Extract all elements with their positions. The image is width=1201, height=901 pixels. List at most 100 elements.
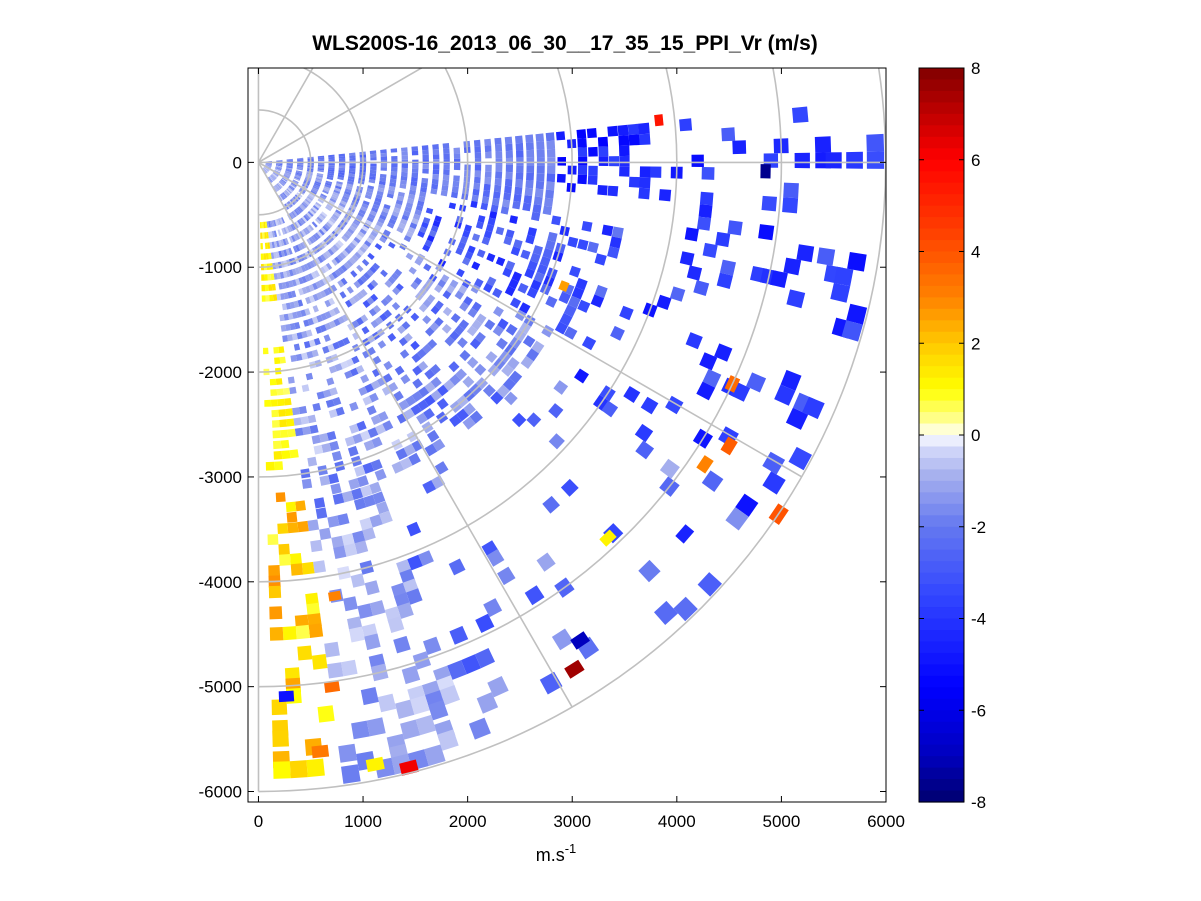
velocity-cell: [429, 322, 440, 332]
y-tick-label: -5000: [199, 678, 242, 697]
velocity-cell: [303, 263, 310, 271]
velocity-cell: [334, 242, 342, 249]
velocity-cell: [581, 336, 597, 351]
velocity-cell: [283, 191, 289, 197]
velocity-cell: [403, 235, 412, 243]
velocity-cell: [391, 156, 398, 160]
velocity-cell: [284, 172, 291, 175]
velocity-cell: [262, 232, 265, 239]
velocity-cell: [792, 106, 809, 123]
velocity-cell: [526, 157, 535, 166]
velocity-cell: [359, 228, 367, 235]
velocity-cell: [337, 174, 345, 178]
velocity-cell: [287, 186, 294, 192]
velocity-cell: [515, 135, 523, 144]
velocity-cell: [542, 495, 560, 514]
velocity-cell: [316, 173, 324, 176]
velocity-cell: [328, 309, 336, 317]
velocity-cell: [501, 364, 514, 377]
velocity-cell: [504, 178, 513, 187]
velocity-cell: [659, 458, 680, 479]
colorbar-band: [919, 721, 964, 734]
velocity-cell: [586, 128, 597, 139]
velocity-cell: [396, 195, 404, 202]
velocity-cell: [349, 155, 356, 159]
velocity-cell: [270, 252, 275, 259]
velocity-cell: [460, 235, 469, 244]
colorbar-band: [919, 285, 964, 298]
velocity-cell: [391, 272, 400, 281]
velocity-cell: [422, 343, 432, 354]
velocity-cell: [699, 352, 718, 371]
velocity-cell: [485, 351, 498, 363]
velocity-cell: [343, 596, 358, 612]
velocity-cell: [279, 180, 285, 186]
velocity-cell: [468, 717, 491, 740]
velocity-cell: [329, 198, 337, 203]
velocity-cell: [448, 558, 466, 576]
velocity-cell: [397, 602, 414, 619]
velocity-cell: [392, 287, 401, 296]
velocity-cell: [323, 188, 330, 193]
velocity-cell: [361, 326, 370, 335]
velocity-cell: [269, 242, 273, 249]
colorbar-tick-label: 2: [971, 334, 980, 353]
velocity-cell: [369, 150, 377, 155]
velocity-cell: [483, 183, 491, 191]
velocity-cell: [532, 245, 543, 256]
velocity-cell: [349, 157, 356, 161]
velocity-cell: [480, 202, 489, 211]
colorbar-band: [919, 618, 964, 631]
velocity-cell: [513, 239, 523, 249]
velocity-cell: [493, 191, 501, 199]
velocity-cell: [471, 319, 483, 331]
colorbar-band: [919, 377, 964, 390]
velocity-cell: [484, 171, 492, 178]
velocity-cell: [369, 172, 377, 177]
velocity-cell: [551, 215, 562, 226]
velocity-cell: [309, 424, 319, 434]
velocity-cell: [508, 278, 519, 290]
velocity-cell: [338, 165, 346, 169]
velocity-cell: [331, 193, 339, 199]
velocity-cell: [268, 252, 272, 260]
velocity-cell: [495, 144, 503, 152]
velocity-cell: [273, 230, 278, 238]
velocity-cell: [513, 193, 522, 203]
velocity-cell: [786, 289, 806, 309]
velocity-cell: [286, 165, 293, 168]
velocity-cell: [367, 282, 375, 291]
velocity-cell: [278, 543, 290, 556]
velocity-cell: [401, 321, 411, 330]
velocity-cell: [310, 208, 317, 214]
colorbar-band: [919, 389, 964, 402]
velocity-cell: [339, 252, 347, 260]
velocity-cell: [379, 313, 388, 322]
velocity-cell: [293, 234, 298, 241]
velocity-cell: [285, 168, 293, 171]
velocity-cell: [295, 278, 301, 286]
velocity-cell: [453, 153, 461, 159]
velocity-cell: [276, 159, 283, 162]
velocity-cell: [312, 293, 319, 302]
velocity-cell: [397, 325, 406, 334]
velocity-cell: [294, 176, 301, 180]
velocity-cell: [265, 164, 272, 167]
velocity-cell: [782, 197, 799, 214]
velocity-cell: [388, 218, 397, 225]
velocity-cell: [656, 294, 672, 310]
velocity-cell: [285, 170, 292, 174]
velocity-cell: [526, 412, 542, 428]
velocity-cell: [363, 272, 371, 280]
colorbar-band: [919, 526, 964, 539]
velocity-cell: [304, 274, 311, 282]
velocity-cell: [295, 171, 303, 174]
velocity-cell: [542, 248, 554, 259]
colorbar-band: [919, 595, 964, 608]
colorbar-band: [919, 675, 964, 688]
velocity-cell: [323, 186, 331, 191]
velocity-cell: [315, 507, 328, 519]
velocity-cell: [485, 223, 495, 233]
velocity-cell: [300, 309, 307, 317]
velocity-cell: [716, 272, 733, 289]
